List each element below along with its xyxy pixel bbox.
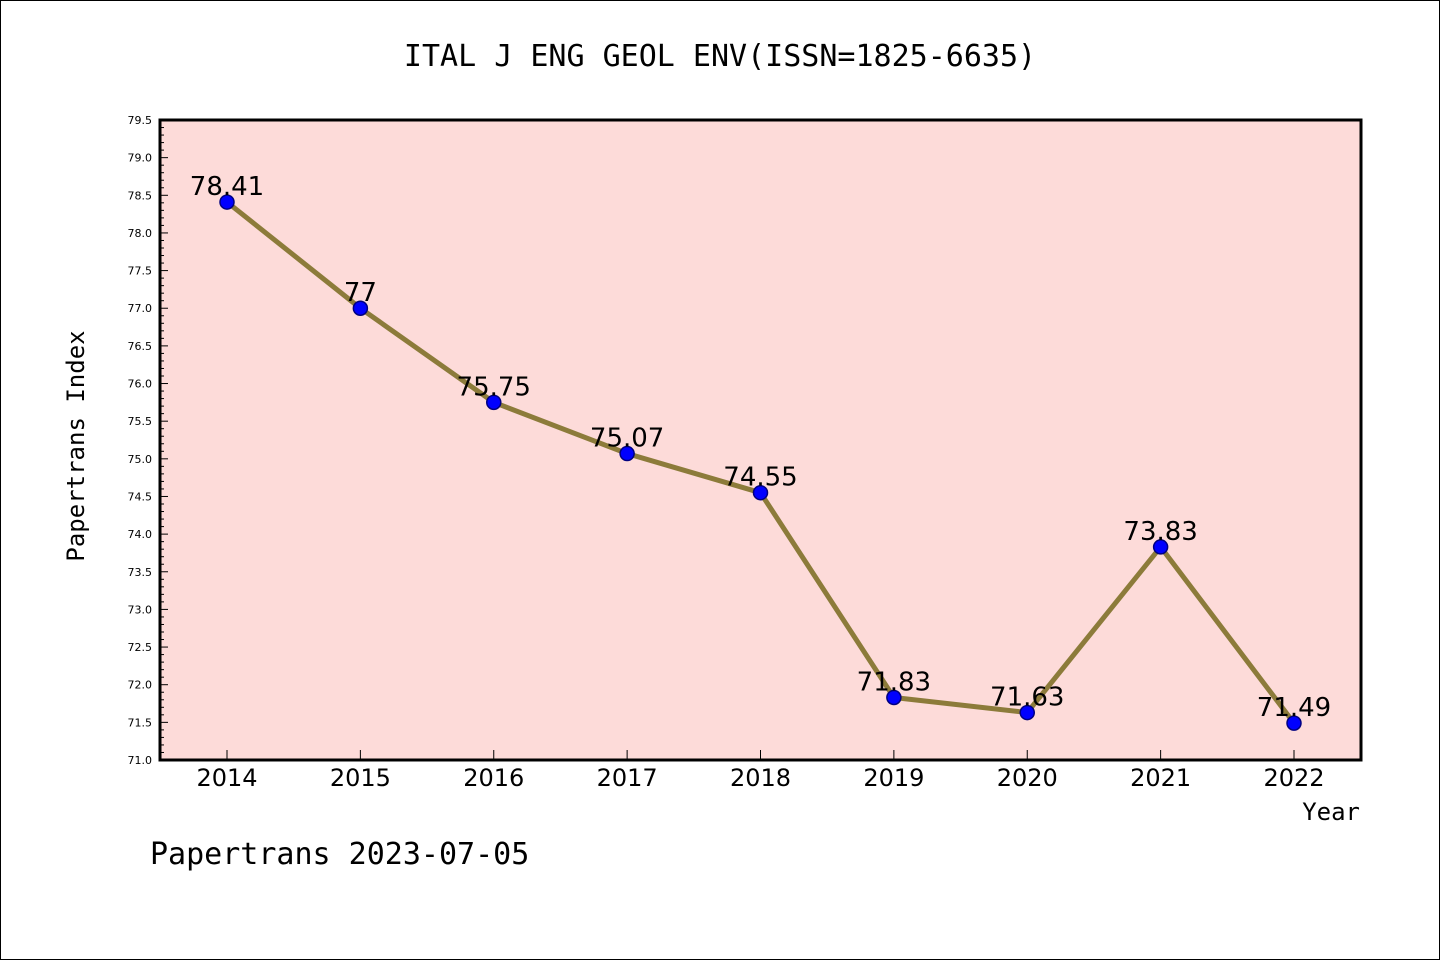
y-tick-label: 74.5 — [128, 490, 153, 503]
data-label: 71.63 — [990, 683, 1064, 713]
y-tick-label: 77.5 — [128, 265, 153, 278]
data-point — [1286, 715, 1302, 731]
data-point — [352, 300, 369, 316]
y-tick-label: 76.0 — [128, 378, 153, 391]
x-tick-label: 2020 — [997, 764, 1058, 792]
y-tick-label: 78.0 — [128, 227, 153, 240]
data-label: 71.83 — [857, 668, 931, 698]
data-label: 75.75 — [457, 372, 531, 402]
y-tick-label: 76.5 — [128, 340, 153, 353]
y-axis-label: Papertrans Index — [62, 330, 90, 561]
series-line-group — [219, 194, 1302, 731]
data-label: 75.07 — [590, 424, 664, 454]
y-tick-label: 79.0 — [128, 152, 153, 165]
x-axis: 2014 2015 2016 2017 2018 2019 2020 2021 2022 — [196, 750, 1325, 792]
plot-area — [158, 118, 1363, 762]
data-label: 74.55 — [723, 463, 797, 493]
y-tick-label: 75.5 — [128, 415, 153, 428]
footer-text: Papertrans 2023-07-05 — [150, 837, 529, 872]
x-tick-label: 2015 — [330, 764, 391, 792]
x-tick-label: 2019 — [863, 764, 924, 792]
y-tick-label: 75.0 — [128, 453, 153, 466]
y-tick-label: 78.5 — [128, 189, 153, 202]
y-tick-label: 77.0 — [128, 302, 153, 315]
data-point — [886, 689, 902, 706]
y-tick-label: 73.5 — [128, 566, 153, 579]
x-tick-label: 2017 — [597, 764, 658, 792]
y-tick-label: 79.5 — [128, 114, 153, 127]
data-label: 77 — [344, 278, 377, 308]
x-tick-label: 2022 — [1263, 764, 1324, 792]
y-tick-label: 74.0 — [128, 528, 153, 541]
data-label: 73.83 — [1123, 517, 1197, 547]
y-tick-label: 73.0 — [128, 603, 153, 616]
y-tick-label: 71.5 — [128, 716, 153, 729]
data-point — [219, 194, 235, 210]
y-tick-label: 72.5 — [128, 641, 153, 654]
x-tick-label: 2018 — [730, 764, 791, 792]
y-tick-label: 71.0 — [128, 754, 153, 767]
x-tick-label: 2016 — [463, 764, 524, 792]
data-point — [619, 445, 635, 462]
data-point — [486, 394, 502, 411]
data-point — [1019, 704, 1035, 721]
data-labels: 78.41 77 75.75 75.07 74.55 71.83 71.63 73.83 71.… — [190, 172, 1331, 723]
y-axis: 71.0 71.5 72.0 72.5 73.0 73.5 74.0 74.5 75.0 75.5… — [128, 114, 168, 767]
data-point — [1152, 539, 1169, 555]
chart-title: ITAL J ENG GEOL ENV(ISSN=1825-6635) — [404, 39, 1036, 74]
data-point — [752, 484, 769, 501]
x-axis-label: Year — [1302, 798, 1360, 826]
data-label: 78.41 — [190, 172, 264, 202]
data-label: 71.49 — [1257, 693, 1331, 723]
x-tick-label: 2021 — [1130, 764, 1191, 792]
y-tick-label: 72.0 — [128, 679, 153, 692]
x-tick-label: 2014 — [196, 764, 257, 792]
